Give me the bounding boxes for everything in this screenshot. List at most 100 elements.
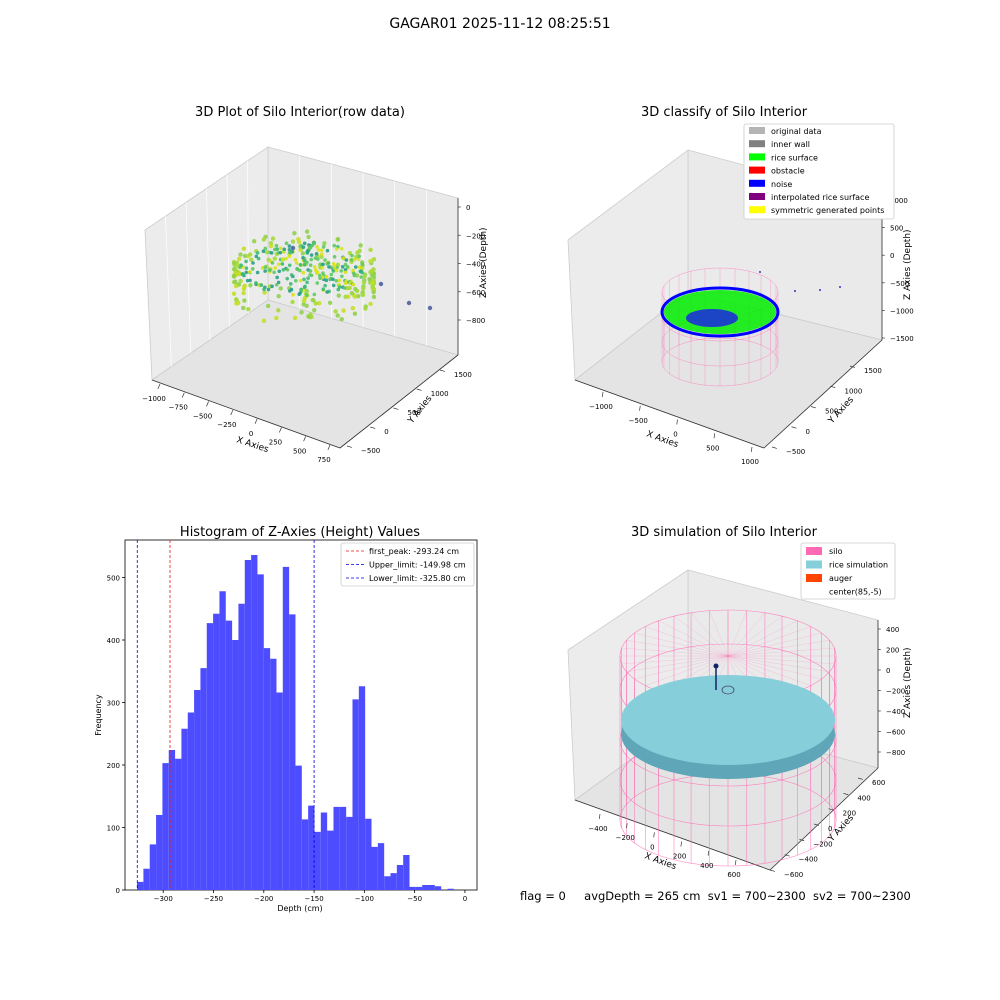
point <box>246 306 251 312</box>
point <box>340 274 344 279</box>
tick-label: 500 <box>408 409 421 417</box>
point <box>231 291 237 296</box>
point <box>273 266 278 270</box>
tick-label: 0 <box>249 430 253 438</box>
legend: original data inner wall rice surface obsta… <box>743 123 895 220</box>
x-tick-label: −150 <box>304 895 323 903</box>
point <box>239 263 243 267</box>
point <box>263 246 268 251</box>
rice-simulation <box>621 675 835 765</box>
point <box>290 239 296 244</box>
gridline <box>206 188 211 341</box>
legend-swatch <box>806 547 822 555</box>
point <box>294 261 299 265</box>
point <box>368 247 373 252</box>
tick-mark <box>181 392 185 398</box>
y-ticks: −500 0 500 1000 1500 <box>346 369 472 455</box>
x-ticks: −400 −200 0 200 400 600 <box>588 813 741 879</box>
histogram-bar <box>282 566 290 890</box>
point <box>331 261 336 266</box>
point <box>251 239 257 244</box>
point <box>343 270 348 275</box>
point <box>237 271 242 277</box>
point <box>278 246 283 251</box>
tick-label: 0 <box>466 204 470 212</box>
histogram-bar <box>232 640 239 890</box>
point <box>339 246 344 251</box>
tick-label: −800 <box>466 317 485 325</box>
y-tick-label: 200 <box>107 762 120 770</box>
point <box>293 278 298 283</box>
legend-label: auger <box>829 574 853 583</box>
tick-mark <box>639 405 641 411</box>
point <box>325 248 330 253</box>
point <box>256 256 261 261</box>
silo-wire <box>727 620 798 657</box>
legend-label: Upper_limit: -149.98 cm <box>369 561 466 570</box>
point <box>363 306 368 311</box>
point <box>262 287 266 292</box>
tick-label: 0 <box>890 252 894 260</box>
tick-mark <box>810 406 816 409</box>
inner-noise-ring <box>660 286 780 338</box>
point <box>282 247 287 252</box>
point <box>309 257 314 262</box>
tick-label: 0 <box>886 667 890 675</box>
tick-mark <box>857 777 863 780</box>
point <box>368 269 373 275</box>
point <box>316 257 320 261</box>
point <box>339 317 344 322</box>
histogram-bar <box>365 818 372 890</box>
point <box>312 307 317 313</box>
point <box>306 314 311 319</box>
point <box>298 248 302 252</box>
chart-title: Histogram of Z-Axies (Height) Values <box>180 525 420 540</box>
histogram-bar <box>225 620 233 890</box>
tick-label: 0 <box>806 428 810 436</box>
point <box>284 256 288 261</box>
tick-label: −400 <box>588 825 607 833</box>
point <box>236 256 242 262</box>
tick-mark <box>327 444 331 451</box>
point <box>276 293 281 299</box>
tick-label: −200 <box>466 232 485 240</box>
tick-mark <box>680 841 682 847</box>
tick-mark <box>791 426 797 429</box>
legend-swatch <box>749 193 765 200</box>
point <box>357 254 361 259</box>
silo-wire <box>626 655 729 672</box>
silo-wire <box>626 640 729 657</box>
legend-label: interpolated rice surface <box>771 193 869 202</box>
point <box>275 275 279 280</box>
y-ticks: −500 0 500 1000 1500 <box>771 365 882 456</box>
y-tick-label: 100 <box>107 825 120 833</box>
tick-label: 0 <box>650 843 654 851</box>
tick-label: −1000 <box>589 403 613 411</box>
point <box>244 266 249 271</box>
tick-label: −400 <box>799 856 818 864</box>
tick-label: 600 <box>727 871 740 879</box>
x-ticks: −1000 −500 0 500 1000 <box>589 391 759 466</box>
histogram-bar <box>238 603 245 890</box>
point <box>289 273 294 277</box>
histogram-bar <box>358 686 366 890</box>
point <box>270 261 275 265</box>
point <box>270 236 276 241</box>
point <box>322 241 327 246</box>
legend: silo rice simulation auger center(85,-5) <box>800 542 896 600</box>
tick-label: −400 <box>886 708 905 716</box>
point <box>335 313 340 318</box>
point <box>336 293 341 298</box>
silo-wire <box>727 655 811 686</box>
point <box>359 275 364 279</box>
point <box>278 250 283 255</box>
histogram-bar <box>371 846 378 890</box>
point <box>269 251 274 255</box>
point <box>245 278 250 283</box>
tick-mark <box>676 419 678 425</box>
legend-swatch <box>749 206 765 214</box>
histogram-bar <box>327 830 334 890</box>
legend: first_peak: -293.24 cm Upper_limit: -149.… <box>340 542 475 587</box>
tick-label: 1500 <box>454 371 472 379</box>
